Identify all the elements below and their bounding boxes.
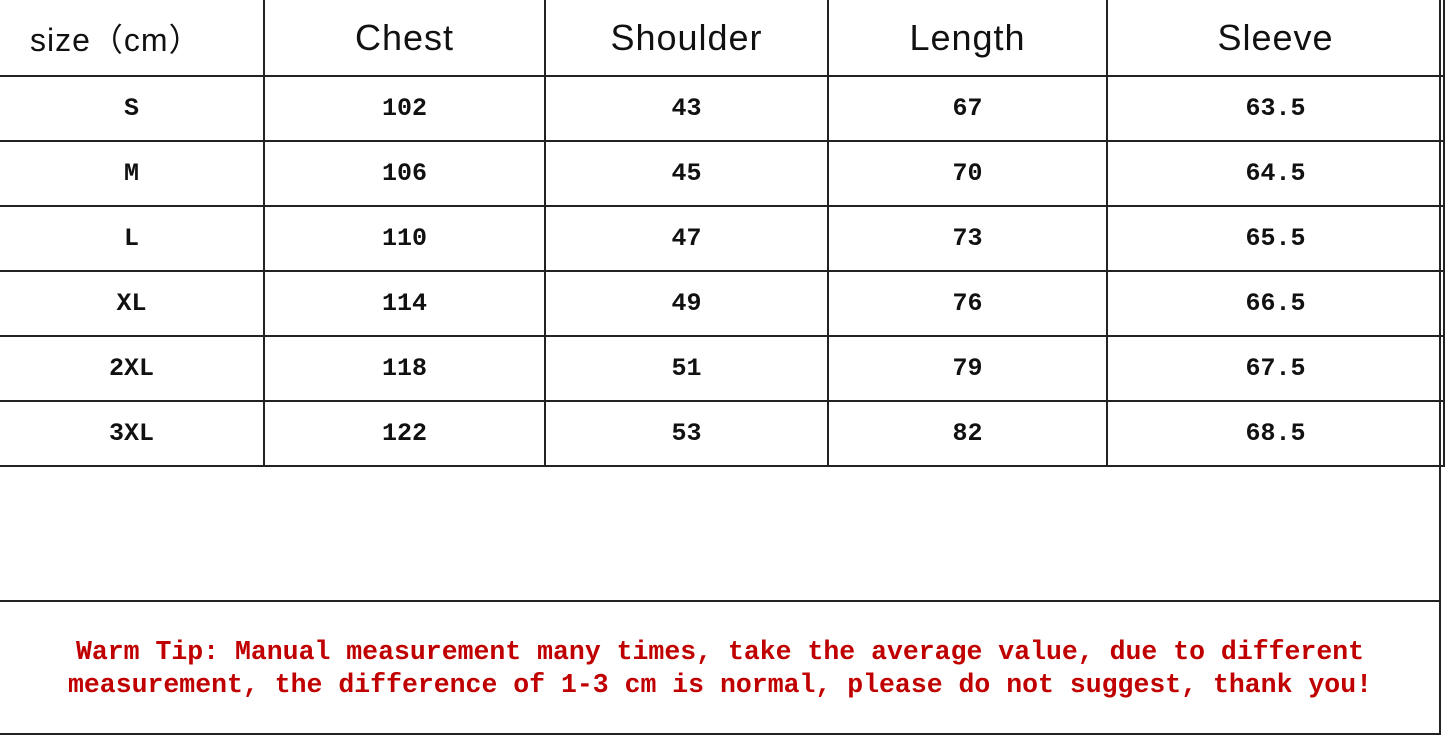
value-cell: 47: [544, 205, 829, 272]
table-row: 2XL 118 51 79 67.5: [0, 335, 1445, 402]
size-cell: L: [0, 205, 265, 272]
value-cell: 114: [263, 270, 546, 337]
size-cell: S: [0, 75, 265, 142]
size-cell: M: [0, 140, 265, 207]
value-cell: 64.5: [1106, 140, 1445, 207]
header-cell: size（cm）: [0, 0, 265, 77]
value-cell: 79: [827, 335, 1108, 402]
value-cell: 67: [827, 75, 1108, 142]
size-cell: 3XL: [0, 400, 265, 467]
value-cell: 63.5: [1106, 75, 1445, 142]
value-cell: 45: [544, 140, 829, 207]
header-cell: Shoulder: [544, 0, 829, 77]
table-row: M 106 45 70 64.5: [0, 140, 1445, 207]
value-cell: 118: [263, 335, 546, 402]
value-cell: 68.5: [1106, 400, 1445, 467]
size-cell: XL: [0, 270, 265, 337]
header-row: size（cm） Chest Shoulder Length Sleeve: [0, 0, 1445, 77]
value-cell: 122: [263, 400, 546, 467]
value-cell: 67.5: [1106, 335, 1445, 402]
table-row: 3XL 122 53 82 68.5: [0, 400, 1445, 467]
table-row: XL 114 49 76 66.5: [0, 270, 1445, 337]
value-cell: 106: [263, 140, 546, 207]
header-cell: Chest: [263, 0, 546, 77]
header-cell: Length: [827, 0, 1108, 77]
size-cell: 2XL: [0, 335, 265, 402]
value-cell: 110: [263, 205, 546, 272]
value-cell: 66.5: [1106, 270, 1445, 337]
value-cell: 49: [544, 270, 829, 337]
value-cell: 43: [544, 75, 829, 142]
header-cell: Sleeve: [1106, 0, 1445, 77]
size-table: size（cm） Chest Shoulder Length Sleeve S 102 43…: [0, 0, 1445, 467]
table-body: S 102 43 67 63.5 M 106 45 70 64.5 L 110 47 73 65.5 XL 11…: [0, 75, 1445, 467]
value-cell: 51: [544, 335, 829, 402]
warm-tip: Warm Tip: Manual measurement many times,…: [67, 637, 1372, 700]
value-cell: 76: [827, 270, 1108, 337]
value-cell: 65.5: [1106, 205, 1445, 272]
value-cell: 73: [827, 205, 1108, 272]
divider: [0, 600, 1441, 602]
value-cell: 70: [827, 140, 1108, 207]
value-cell: 53: [544, 400, 829, 467]
table-row: L 110 47 73 65.5: [0, 205, 1445, 272]
value-cell: 82: [827, 400, 1108, 467]
value-cell: 102: [263, 75, 546, 142]
table-row: S 102 43 67 63.5: [0, 75, 1445, 142]
